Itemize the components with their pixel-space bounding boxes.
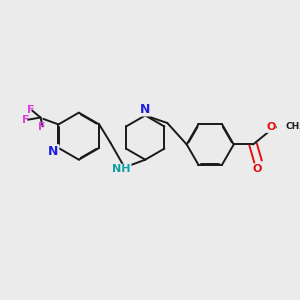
Text: F: F <box>22 115 30 125</box>
Text: NH: NH <box>112 164 131 174</box>
Text: N: N <box>140 103 150 116</box>
Text: F: F <box>38 122 46 132</box>
Text: F: F <box>27 105 34 115</box>
Text: CH₃: CH₃ <box>286 122 300 131</box>
Text: O: O <box>252 164 261 174</box>
Text: N: N <box>48 145 59 158</box>
Text: O: O <box>266 122 276 132</box>
